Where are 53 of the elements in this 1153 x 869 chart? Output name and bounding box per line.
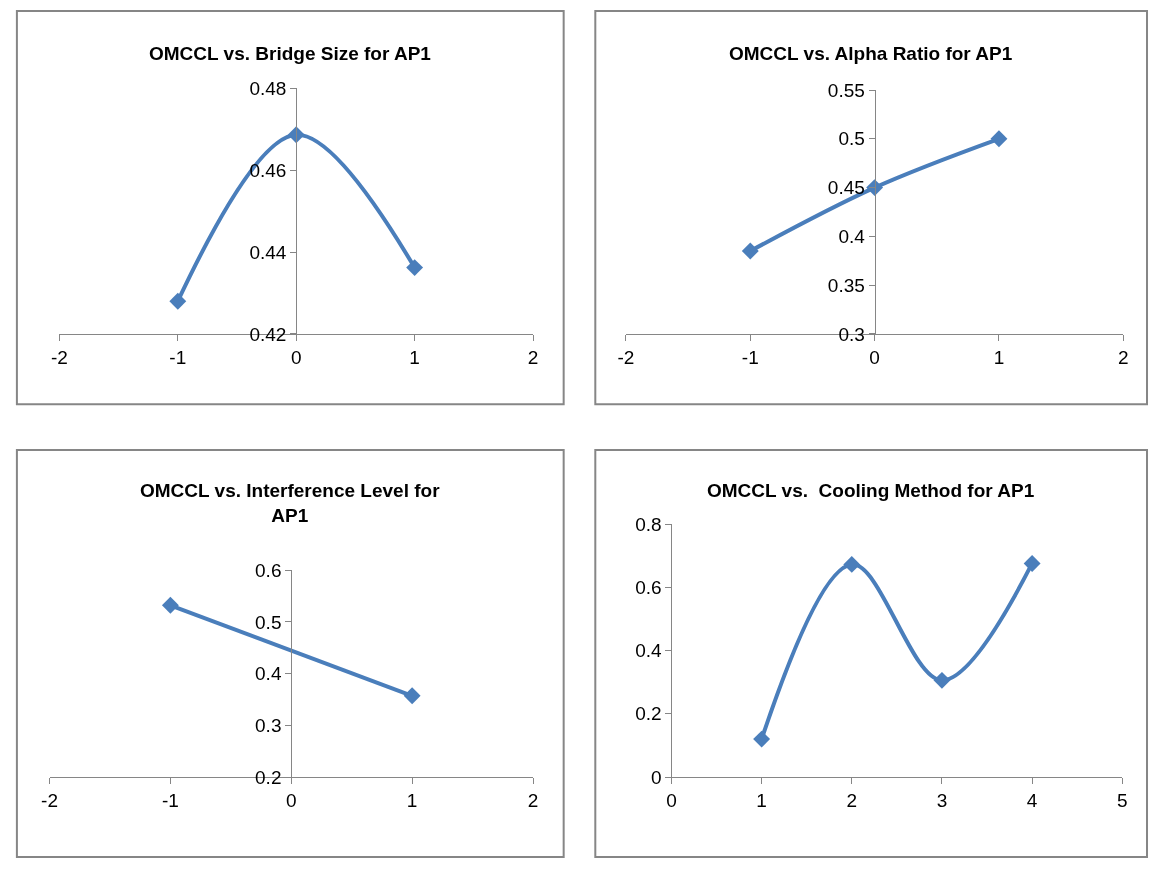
y-tick-label: 0.5 bbox=[255, 611, 282, 633]
x-tick-label: 1 bbox=[756, 789, 767, 811]
point bbox=[741, 242, 759, 260]
y-tick-label: 0.46 bbox=[249, 159, 287, 181]
x-tick-label: 2 bbox=[1117, 346, 1129, 368]
y-tick-label: 0.3 bbox=[255, 714, 282, 736]
x-tick-label: 0 bbox=[290, 346, 302, 368]
x-tick-label: 4 bbox=[1026, 789, 1038, 811]
y-tick-label: 0.4 bbox=[838, 226, 866, 248]
x-tick-label: 0 bbox=[869, 346, 880, 368]
x-tick-label: -2 bbox=[50, 346, 68, 368]
x-tick-label: 2 bbox=[527, 789, 539, 811]
y-tick-label: 0.45 bbox=[827, 177, 865, 199]
y-tick-label: 0 bbox=[651, 766, 662, 788]
y-tick-label: 0.2 bbox=[255, 766, 282, 788]
point bbox=[933, 671, 951, 689]
x-tick-label: 0 bbox=[666, 789, 677, 811]
point bbox=[990, 130, 1008, 148]
x-tick-label: -2 bbox=[617, 346, 635, 368]
x-tick-label: 5 bbox=[1117, 789, 1128, 811]
chart-title: OMCCL vs. Bridge Size for AP1 bbox=[149, 43, 432, 64]
chart-title: OMCCL vs. Alpha Ratio for AP1 bbox=[729, 43, 1013, 64]
y-tick-label: 0.4 bbox=[635, 640, 663, 662]
x-tick-label: 3 bbox=[936, 789, 948, 811]
x-tick-label: 1 bbox=[993, 346, 1005, 368]
y-tick-label: 0.3 bbox=[838, 323, 865, 345]
point bbox=[1023, 554, 1041, 572]
y-tick-label: 0.35 bbox=[827, 274, 865, 296]
x-tick-label: 1 bbox=[406, 789, 418, 811]
y-tick-label: 0.5 bbox=[838, 128, 865, 150]
x-tick-label: 1 bbox=[409, 346, 420, 368]
x-tick-label: 2 bbox=[846, 789, 858, 811]
x-tick-label: -1 bbox=[161, 789, 179, 811]
y-tick-label: 0.44 bbox=[249, 241, 287, 263]
y-tick-label: 0.6 bbox=[635, 577, 662, 599]
point bbox=[406, 259, 424, 277]
y-tick-label: 0.42 bbox=[249, 323, 287, 345]
point bbox=[287, 126, 305, 144]
y-tick-label: 0.4 bbox=[255, 663, 282, 685]
x-tick-label: 2 bbox=[527, 346, 539, 368]
y-tick-label: 0.55 bbox=[827, 79, 865, 101]
x-tick-label: -2 bbox=[41, 789, 58, 811]
y-tick-label: 0.48 bbox=[249, 77, 287, 99]
y-tick-label: 0.8 bbox=[635, 513, 662, 535]
x-tick-label: -1 bbox=[169, 346, 187, 368]
chart-title: OMCCL vs. Cooling Method for AP1 bbox=[707, 480, 1035, 501]
y-tick-label: 0.2 bbox=[635, 703, 662, 725]
point bbox=[753, 730, 771, 748]
x-tick-label: -1 bbox=[741, 346, 759, 368]
point bbox=[169, 292, 187, 310]
y-tick-label: 0.6 bbox=[255, 559, 282, 581]
chart-title: OMCCL vs. Interference Level for AP1 bbox=[140, 480, 441, 526]
point bbox=[843, 555, 861, 573]
